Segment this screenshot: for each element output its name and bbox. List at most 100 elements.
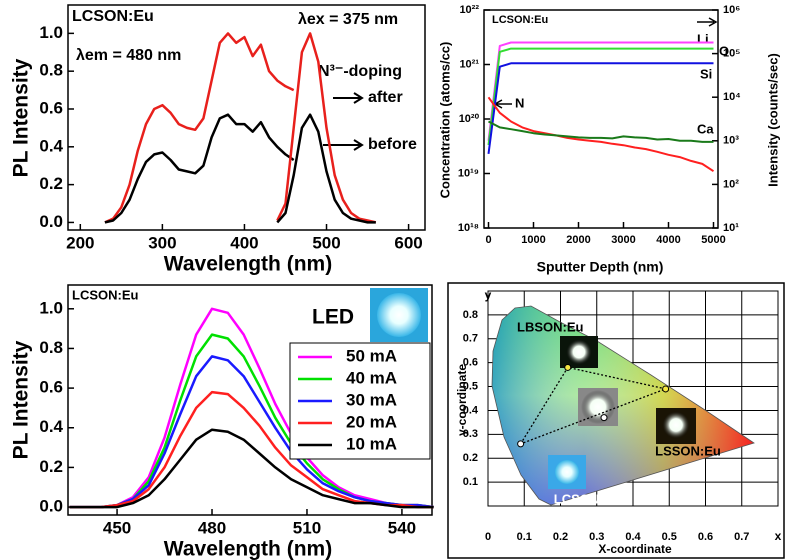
x-tick-label: 0.1 [517, 531, 532, 543]
y-tick-label: 0.0 [39, 497, 63, 516]
series-line [104, 32, 295, 224]
x-axis-label: X-coordinate [598, 542, 672, 556]
point-label: LCSON:Eu [554, 491, 621, 506]
y-tick-label: 0.8 [39, 61, 63, 80]
x-tick-label: 500 [312, 233, 340, 252]
series-line [276, 32, 377, 224]
plot-frame [67, 4, 426, 231]
legend-label: 20 mA [346, 412, 397, 431]
y-tick-label: 10²² [459, 4, 479, 16]
y-axis-letter: y [485, 288, 492, 302]
annotation: before [368, 136, 417, 153]
point-label: LBSON:Eu [517, 319, 584, 334]
x-tick-label: 450 [103, 518, 131, 537]
legend-label: 30 mA [346, 390, 397, 409]
panel-sims: LCSON:Eu Sputter Depth (nm) Concentratio… [437, 4, 780, 275]
series-line [487, 96, 715, 173]
series-label: Ca [697, 121, 714, 136]
x-tick-label: 300 [148, 233, 176, 252]
annotation: after [368, 89, 403, 106]
panel-title: LCSON:Eu [72, 8, 154, 25]
point [564, 363, 572, 371]
y-tick-label: 1.0 [39, 298, 63, 317]
y-tick-label: 0.4 [39, 136, 63, 155]
panel-title: LCSON:Eu [72, 287, 139, 302]
arrows [323, 92, 364, 151]
series-line [488, 120, 714, 143]
y-tick-label: 0.4 [463, 404, 479, 416]
gamut-triangle [519, 366, 668, 446]
series-line [69, 307, 434, 509]
series-line [69, 428, 434, 509]
y-axis-label: PL Intensity [10, 58, 33, 177]
photo-light [555, 460, 579, 484]
y2-tick-label: 10⁶ [723, 4, 740, 16]
x-tick-label: 0 [485, 234, 491, 246]
y-tick-label: 0.7 [463, 333, 478, 345]
y-tick-label: 10²¹ [459, 58, 479, 70]
y2-tick-label: 10⁵ [723, 48, 740, 60]
x-tick-label: 0.2 [553, 531, 568, 543]
x-tick-label: 2000 [566, 234, 590, 246]
x-tick-label: 480 [198, 518, 226, 537]
x-tick-label: 0.6 [698, 531, 713, 543]
annotation: LED [312, 306, 354, 329]
y2-tick-label: 10³ [723, 135, 739, 147]
panel-cie: LCSON:Eu LBSON:Eu LSSON:Eu y-coordinate … [447, 282, 785, 559]
y-tick-label: 0.0 [39, 212, 63, 231]
x-tick-label: 0.7 [734, 531, 749, 543]
x-axis-letter: x [775, 529, 782, 543]
plot-frame [67, 284, 433, 516]
panel-title: LCSON:Eu [492, 14, 548, 26]
legend-label: 40 mA [346, 368, 397, 387]
y-tick-label: 0.5 [463, 380, 478, 392]
x-tick-label: 600 [394, 233, 422, 252]
y-axis-label: y-coordinate [455, 364, 469, 436]
series-label: Si [700, 66, 712, 81]
x-tick-label: 5000 [701, 234, 725, 246]
x-tick-label: 540 [388, 518, 416, 537]
plot-frame [483, 9, 719, 229]
y-axis-label: PL Intensity [10, 340, 33, 459]
y-axis-label: Concentration (atoms/cc) [437, 42, 452, 199]
y-tick-label: 0.6 [39, 378, 63, 397]
series-label: N [515, 95, 524, 110]
series-label: Li [697, 31, 709, 46]
x-tick-label: 200 [66, 233, 94, 252]
y2-tick-label: 10¹ [723, 222, 739, 234]
y2-tick-label: 10⁴ [723, 91, 741, 103]
y-tick-label: 1.0 [39, 23, 63, 42]
photo-light [581, 390, 615, 424]
x-tick-label: 4000 [656, 234, 680, 246]
x-axis-label: Sputter Depth (nm) [537, 259, 664, 275]
x-tick-label: 0.3 [589, 531, 604, 543]
legend-label: 50 mA [346, 346, 397, 365]
annotation: λex = 375 nm [298, 11, 398, 28]
photo-light [662, 411, 690, 439]
y-tick-label: 10²⁰ [459, 113, 480, 125]
x-tick-label: 0.5 [662, 531, 677, 543]
x-tick-label: 0 [485, 531, 491, 543]
y-tick-label: 0.8 [39, 338, 63, 357]
series-line [487, 62, 714, 155]
x-tick-label: 0.4 [625, 531, 641, 543]
x-axis-label: Wavelength (nm) [164, 538, 332, 560]
y-tick-label: 0.2 [39, 174, 63, 193]
series-line [487, 41, 714, 141]
y-tick-label: 10¹⁹ [458, 167, 479, 179]
point [600, 414, 608, 422]
y-tick-label: 0.1 [463, 476, 478, 488]
legend-label: 10 mA [346, 434, 397, 453]
series-line [276, 113, 376, 224]
x-tick-label: 1000 [521, 234, 545, 246]
annotation: λem = 480 nm [76, 47, 181, 64]
y-tick-label: 0.4 [39, 417, 63, 436]
y-tick-label: 0.6 [463, 357, 478, 369]
y-tick-label: 0.6 [39, 98, 63, 117]
series-line [487, 47, 714, 146]
series-line [69, 355, 434, 509]
y-tick-label: 0.2 [39, 457, 63, 476]
y-tick-label: 0.2 [463, 452, 478, 464]
y-tick-label: 0.8 [463, 309, 478, 321]
